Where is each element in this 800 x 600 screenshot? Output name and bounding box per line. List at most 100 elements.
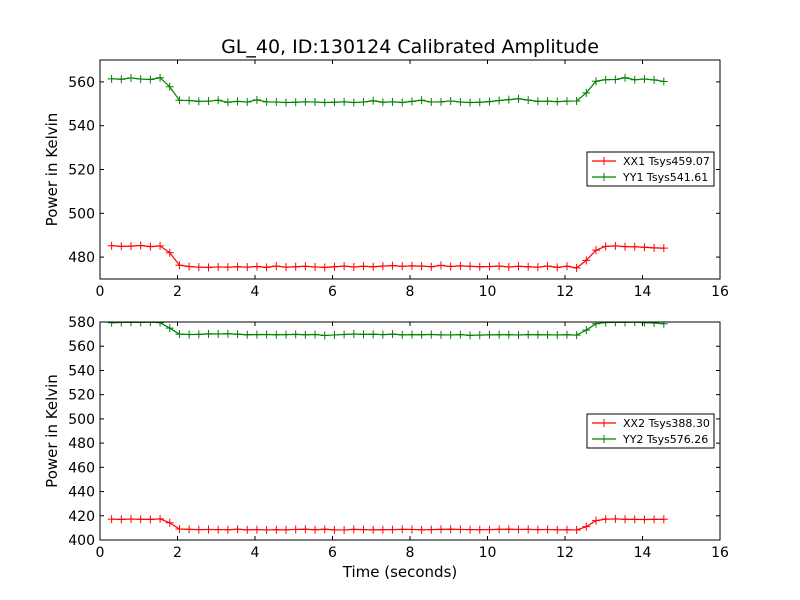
data-point	[456, 330, 465, 339]
data-point	[223, 525, 232, 534]
data-point	[524, 525, 533, 534]
data-point	[466, 262, 475, 271]
legend-box	[586, 151, 715, 187]
data-point	[165, 324, 174, 333]
data-point	[378, 525, 387, 534]
data-point	[504, 95, 513, 104]
x-tick-label: 14	[634, 545, 652, 561]
data-point	[369, 330, 378, 339]
data-point	[349, 262, 358, 271]
data-point	[553, 330, 562, 339]
data-point	[262, 263, 271, 272]
data-point	[388, 97, 397, 106]
data-point	[175, 96, 184, 105]
data-point	[514, 525, 523, 534]
data-point	[136, 515, 145, 524]
data-point	[485, 525, 494, 534]
data-point	[640, 75, 649, 84]
data-point	[262, 330, 271, 339]
data-point	[204, 329, 213, 338]
data-point	[572, 525, 581, 534]
data-point	[165, 518, 174, 527]
data-point	[223, 98, 232, 107]
data-point	[262, 97, 271, 106]
x-axis-label: Time (seconds)	[342, 563, 458, 581]
data-point	[504, 262, 513, 271]
data-point	[611, 75, 620, 84]
x-tick-label: 2	[173, 545, 182, 561]
chart-title: GL_40, ID:130124 Calibrated Amplitude	[221, 36, 599, 58]
data-point	[504, 525, 513, 534]
data-point	[359, 525, 368, 534]
data-point	[349, 329, 358, 338]
data-point	[437, 97, 445, 106]
data-point	[117, 242, 126, 251]
y-tick-label: 520	[68, 163, 95, 179]
series-2	[107, 322, 668, 340]
data-point	[524, 262, 533, 271]
y-tick-label: 540	[68, 363, 95, 379]
data-point	[291, 98, 300, 107]
data-point	[107, 241, 116, 250]
data-point	[243, 263, 252, 272]
data-point	[543, 97, 552, 106]
data-point	[194, 263, 203, 272]
data-point	[650, 243, 659, 252]
data-point	[427, 330, 436, 339]
data-point	[107, 74, 116, 83]
data-point	[165, 248, 174, 257]
data-point	[495, 525, 504, 534]
data-point	[301, 97, 310, 106]
data-point	[359, 262, 368, 271]
data-point	[495, 262, 504, 271]
data-point	[398, 525, 407, 534]
legend-entry: YY2 Tsys576.26	[592, 433, 708, 446]
data-point	[611, 514, 620, 523]
data-point	[311, 98, 320, 107]
legend: XX1 Tsys459.07 YY1 Tsys541.61	[586, 151, 715, 187]
data-point	[359, 330, 368, 339]
data-point	[621, 73, 630, 82]
data-point	[320, 98, 329, 107]
data-point	[311, 262, 320, 271]
legend-marker	[600, 173, 608, 181]
data-point	[233, 97, 242, 106]
data-point	[214, 96, 223, 105]
data-point	[330, 98, 339, 107]
data-point	[543, 525, 552, 534]
data-point	[582, 88, 591, 97]
data-point	[407, 97, 416, 106]
top-panel: 0 2 4 6 8 10 12 14 16 480 500 520 540 560 Power in Kel…	[43, 59, 729, 300]
legend-label: YY2 Tsys576.26	[622, 433, 708, 446]
data-point	[659, 322, 668, 328]
x-tick-label: 6	[328, 284, 337, 300]
x-tick-label: 14	[634, 284, 652, 300]
data-point	[282, 330, 290, 339]
data-point	[146, 242, 155, 251]
data-point	[175, 524, 184, 533]
data-point	[611, 241, 620, 250]
legend-entry: XX1 Tsys459.07	[592, 155, 710, 168]
data-point	[388, 261, 397, 270]
y-tick-label: 500	[68, 206, 95, 222]
data-point	[252, 330, 261, 339]
data-point	[262, 525, 271, 534]
data-point	[659, 244, 668, 253]
y-tick-label: 540	[68, 119, 95, 135]
data-point	[107, 322, 116, 327]
data-point	[562, 525, 571, 534]
bottom-panel: 0 2 4 6 8 10 12 14 16 400 420 440 460 480 500 520 540 560…	[43, 315, 729, 581]
data-point	[127, 515, 135, 524]
x-tick-label: 12	[556, 545, 574, 561]
data-point	[301, 330, 310, 339]
data-point	[553, 263, 562, 272]
data-point	[320, 331, 329, 340]
data-point	[194, 330, 203, 339]
data-point	[301, 525, 310, 534]
data-point	[495, 330, 504, 339]
data-point	[592, 77, 600, 86]
data-point	[417, 262, 426, 271]
data-point	[466, 98, 475, 107]
data-point	[533, 330, 542, 339]
